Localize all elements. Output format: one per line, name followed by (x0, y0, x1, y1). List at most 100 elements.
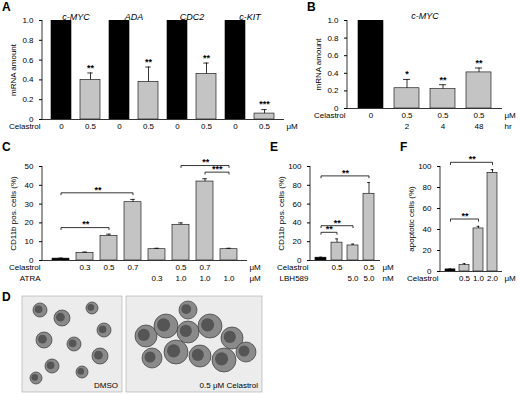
svg-text:0.5: 0.5 (143, 122, 155, 131)
svg-text:ADA: ADA (124, 12, 144, 22)
svg-text:80: 80 (423, 183, 432, 192)
svg-text:0.3: 0.3 (151, 274, 163, 283)
svg-text:***: *** (259, 99, 270, 109)
svg-text:0.6: 0.6 (327, 51, 339, 60)
svg-text:Celastrol: Celastrol (407, 274, 439, 283)
svg-text:0.5: 0.5 (103, 263, 115, 272)
svg-text:1.0: 1.0 (223, 274, 235, 283)
svg-text:**: ** (326, 224, 334, 234)
svg-text:0.6: 0.6 (22, 56, 34, 65)
svg-text:Celastrol: Celastrol (9, 122, 41, 131)
svg-text:0.4: 0.4 (22, 75, 34, 84)
svg-text:20: 20 (25, 218, 34, 227)
svg-text:40: 40 (293, 218, 302, 227)
svg-text:**: ** (145, 57, 153, 67)
svg-text:1.0: 1.0 (473, 274, 485, 283)
svg-text:20: 20 (293, 237, 302, 246)
svg-text:0.5: 0.5 (85, 122, 97, 131)
svg-text:apoptotic cells (%): apoptotic cells (%) (407, 186, 416, 252)
svg-text:***: *** (212, 164, 223, 174)
svg-text:**: ** (342, 168, 350, 178)
html-text:A: A (2, 0, 11, 14)
svg-text:0.8: 0.8 (327, 34, 339, 43)
svg-text:**: ** (82, 219, 90, 229)
svg-text:48: 48 (475, 122, 484, 131)
svg-text:μM: μM (505, 274, 517, 283)
svg-text:**: ** (469, 154, 477, 164)
svg-text:30: 30 (25, 200, 34, 209)
svg-text:μM: μM (505, 111, 517, 120)
svg-text:40: 40 (25, 181, 34, 190)
svg-text:CD11b pos. cells (%): CD11b pos. cells (%) (9, 176, 18, 251)
svg-text:**: ** (87, 63, 95, 73)
svg-text:50: 50 (25, 162, 34, 171)
svg-text:0.5: 0.5 (437, 111, 449, 120)
svg-text:**: ** (95, 185, 103, 195)
svg-text:**: ** (334, 218, 342, 228)
svg-text:DMSO: DMSO (94, 381, 118, 390)
svg-text:100: 100 (288, 162, 302, 171)
svg-text:1.0: 1.0 (199, 274, 211, 283)
svg-text:0.2: 0.2 (327, 86, 339, 95)
svg-text:4: 4 (441, 122, 446, 131)
svg-text:c-KIT: c-KIT (239, 12, 262, 22)
svg-text:1.0: 1.0 (327, 16, 339, 25)
svg-text:5.0: 5.0 (347, 274, 359, 283)
svg-text:100: 100 (418, 162, 432, 171)
svg-text:0: 0 (233, 122, 238, 131)
svg-text:mRNA amount: mRNA amount (9, 43, 18, 96)
svg-text:40: 40 (423, 225, 432, 234)
svg-text:**: ** (203, 53, 211, 63)
svg-text:2.0: 2.0 (487, 274, 499, 283)
svg-text:0.8: 0.8 (22, 36, 34, 45)
svg-text:0.5 μM Celastrol: 0.5 μM Celastrol (200, 381, 259, 390)
svg-text:0.5: 0.5 (201, 122, 213, 131)
svg-text:0.5: 0.5 (331, 263, 343, 272)
svg-text:c-MYC: c-MYC (411, 11, 439, 21)
svg-text:0: 0 (369, 111, 374, 120)
svg-text:5.0: 5.0 (363, 274, 375, 283)
svg-text:**: ** (475, 58, 483, 68)
svg-text:Celastrol: Celastrol (277, 263, 309, 272)
svg-text:1.0: 1.0 (175, 274, 187, 283)
svg-text:*: * (405, 69, 409, 79)
svg-text:0.5: 0.5 (473, 111, 485, 120)
svg-text:LBH589: LBH589 (280, 274, 309, 283)
svg-text:0.5: 0.5 (401, 111, 413, 120)
svg-text:μM: μM (287, 122, 299, 131)
svg-text:0.5: 0.5 (175, 263, 187, 272)
svg-text:0.3: 0.3 (79, 263, 91, 272)
svg-text:nM: nM (383, 274, 394, 283)
svg-text:μM: μM (250, 274, 262, 283)
svg-text:c-MYC: c-MYC (62, 12, 90, 22)
svg-text:0.5: 0.5 (459, 274, 471, 283)
svg-text:Celastrol: Celastrol (314, 111, 346, 120)
svg-text:0: 0 (175, 122, 180, 131)
svg-text:**: ** (202, 157, 210, 167)
svg-text:0.7: 0.7 (127, 263, 139, 272)
svg-text:80: 80 (293, 181, 302, 190)
svg-text:0.4: 0.4 (327, 69, 339, 78)
svg-text:1.0: 1.0 (22, 16, 34, 25)
svg-text:60: 60 (423, 204, 432, 213)
svg-text:**: ** (439, 75, 447, 85)
svg-text:0: 0 (59, 122, 64, 131)
svg-text:0.2: 0.2 (22, 95, 34, 104)
svg-text:0.5: 0.5 (363, 263, 375, 272)
svg-text:10: 10 (25, 237, 34, 246)
svg-text:CD11b pos. cells (%): CD11b pos. cells (%) (277, 176, 286, 251)
svg-text:0.5: 0.5 (259, 122, 271, 131)
svg-text:CDC2: CDC2 (180, 12, 205, 22)
svg-text:ATRA: ATRA (20, 274, 41, 283)
svg-text:Celastrol: Celastrol (9, 263, 41, 272)
svg-text:**: ** (461, 211, 469, 221)
svg-text:60: 60 (293, 200, 302, 209)
svg-text:2: 2 (405, 122, 410, 131)
svg-text:hr: hr (505, 122, 512, 131)
svg-text:0: 0 (117, 122, 122, 131)
svg-text:μM: μM (383, 263, 395, 272)
svg-text:mRNA amount: mRNA amount (314, 38, 323, 91)
svg-text:20: 20 (423, 246, 432, 255)
svg-text:μM: μM (250, 263, 262, 272)
svg-text:0.7: 0.7 (199, 263, 211, 272)
